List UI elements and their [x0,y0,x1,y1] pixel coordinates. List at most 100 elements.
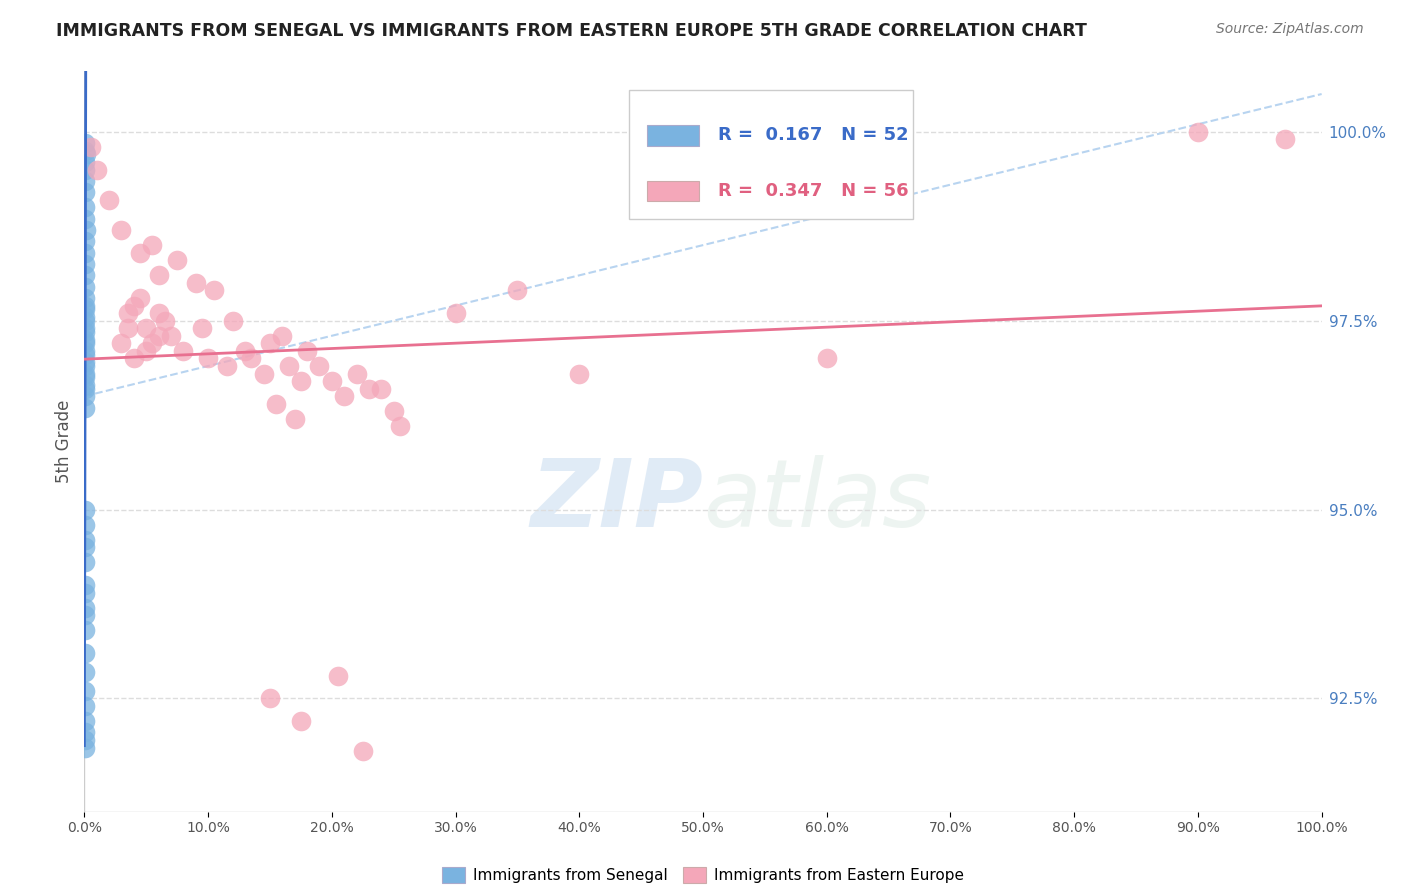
Point [357,382,380,396]
Text: atlas: atlas [703,455,931,546]
Point [75,302,97,317]
Point [75,299,97,313]
Text: IMMIGRANTS FROM SENEGAL VS IMMIGRANTS FROM EASTERN EUROPE 5TH GRADE CORRELATION : IMMIGRANTS FROM SENEGAL VS IMMIGRANTS FR… [56,22,1087,40]
Point [73,367,96,381]
Point [73,401,96,415]
Text: Source: ZipAtlas.com: Source: ZipAtlas.com [1216,22,1364,37]
Point [135,321,157,335]
Text: ZIP: ZIP [530,455,703,547]
Point [75,144,97,158]
Point [308,359,330,373]
Point [73,714,96,728]
Point [73,355,96,369]
Point [73,725,96,739]
Point [75,186,97,200]
Point [86,162,108,177]
Point [73,382,96,396]
Point [73,698,96,713]
Point [172,343,194,358]
Point [75,268,97,283]
Point [73,174,96,188]
Point [290,374,312,388]
Point [215,359,238,373]
Point [75,333,97,347]
Point [75,279,97,293]
Point [148,268,170,283]
Point [222,313,245,327]
Point [117,321,139,335]
Point [148,306,170,320]
Point [75,147,97,161]
Point [75,223,97,237]
Point [73,541,96,555]
Point [75,257,97,271]
Point [184,276,207,290]
Point [75,313,97,327]
Y-axis label: 5th Grade: 5th Grade [55,400,73,483]
Point [110,223,132,237]
Point [73,608,96,623]
Point [264,397,287,411]
Legend: Immigrants from Senegal, Immigrants from Eastern Europe: Immigrants from Senegal, Immigrants from… [436,861,970,889]
Point [506,284,529,298]
Point [141,238,163,252]
Point [388,419,411,434]
Point [233,343,256,358]
Point [73,533,96,547]
Point [333,389,356,403]
Point [73,235,96,249]
Point [98,193,121,207]
Point [259,691,281,706]
Point [352,744,374,758]
FancyBboxPatch shape [647,180,699,202]
Point [73,683,96,698]
Point [202,284,225,298]
Point [253,367,276,381]
Point [290,714,312,728]
Point [73,377,96,392]
Point [166,253,188,268]
Point [326,669,349,683]
Point [153,313,176,327]
Point [73,348,96,362]
Point [73,665,96,679]
Point [122,351,145,366]
Point [75,370,97,384]
Point [73,585,96,599]
Point [117,306,139,320]
Point [75,389,97,403]
Point [1274,132,1296,146]
Point [141,336,163,351]
Point [129,291,152,305]
Point [259,336,281,351]
Point [79,140,101,154]
Point [191,321,214,335]
Point [73,502,96,516]
FancyBboxPatch shape [647,125,699,145]
Point [73,517,96,532]
Point [73,600,96,615]
Point [295,343,318,358]
Point [346,367,368,381]
Point [73,155,96,169]
Point [73,136,96,150]
Point [277,359,299,373]
Point [75,211,97,226]
Point [73,336,96,351]
Point [129,245,152,260]
Point [197,351,219,366]
Point [73,624,96,638]
Point [75,200,97,214]
Point [160,328,183,343]
Text: R =  0.347   N = 56: R = 0.347 N = 56 [718,182,908,200]
Point [73,733,96,747]
Point [148,328,170,343]
Point [73,740,96,755]
Point [75,162,97,177]
Point [240,351,263,366]
Point [284,412,307,426]
Point [73,310,96,324]
Point [75,343,97,358]
Point [73,556,96,570]
Point [370,382,392,396]
